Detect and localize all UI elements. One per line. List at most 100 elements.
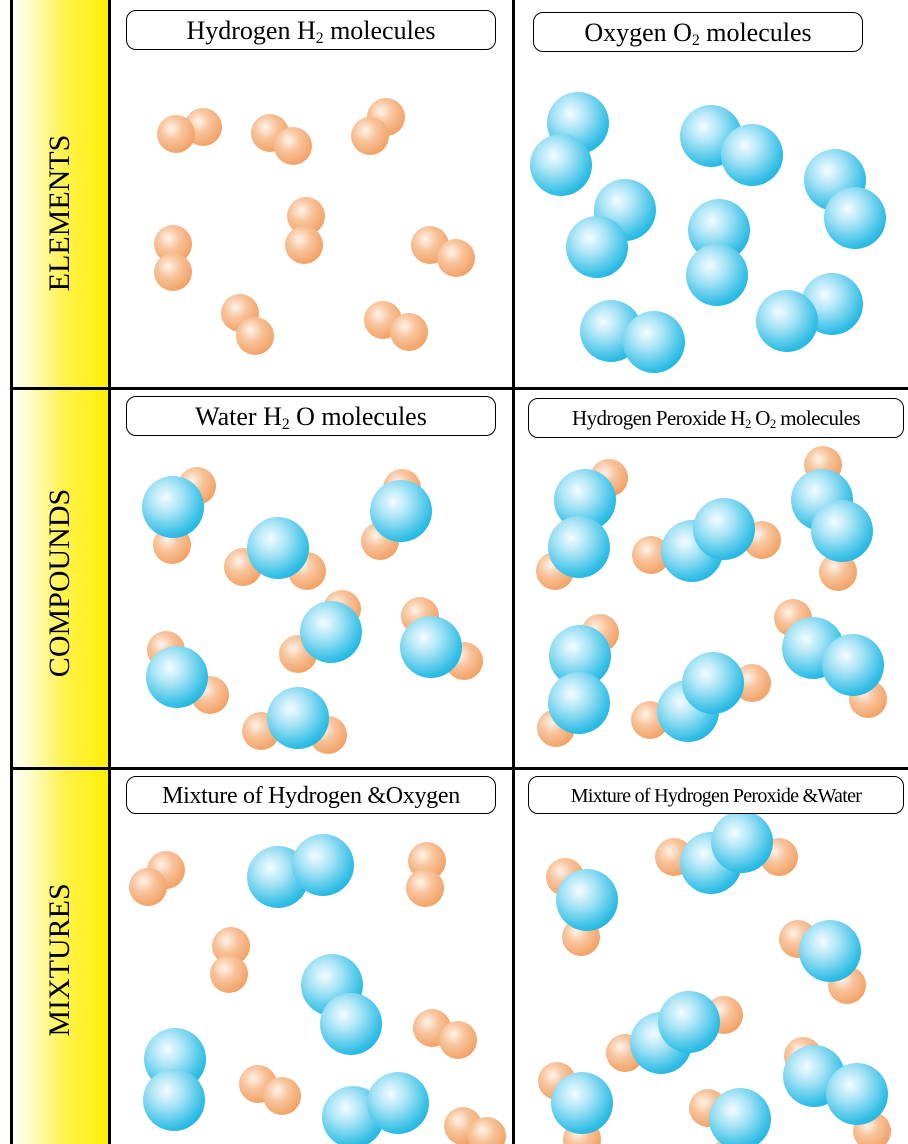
oxygen-atom xyxy=(682,652,744,714)
caption-oxygen-molecules: Oxygen O2 molecules xyxy=(533,12,863,52)
hydrogen-peroxide-molecule xyxy=(631,652,771,742)
oxygen-atom xyxy=(799,920,861,982)
oxygen-molecule xyxy=(301,954,382,1055)
oxygen-atom xyxy=(400,616,462,678)
oxygen-molecule xyxy=(566,179,656,278)
hydrogen-molecule xyxy=(285,197,325,264)
hydrogen-atom xyxy=(408,842,446,880)
grid-line-row-2 xyxy=(10,767,908,770)
hydrogen-molecule xyxy=(406,842,446,907)
caption-oxygen-post: molecules xyxy=(699,18,812,47)
water-molecule xyxy=(400,597,483,680)
caption-water-pre: Water H xyxy=(195,402,282,431)
hydrogen-peroxide-molecule xyxy=(783,1037,891,1144)
hydrogen-peroxide-molecule xyxy=(774,599,887,718)
oxygen-atom xyxy=(548,516,610,578)
hydrogen-molecule xyxy=(351,98,405,155)
oxygen-atom xyxy=(686,244,748,306)
caption-hydrogen-sub: 2 xyxy=(315,29,324,47)
caption-hydrogen-post: molecules xyxy=(323,16,436,45)
hydrogen-molecule xyxy=(239,1065,301,1115)
oxygen-molecule xyxy=(680,105,783,186)
hydrogen-atom xyxy=(437,239,475,277)
caption-peroxide-sub2: 2 xyxy=(769,417,776,432)
oxygen-molecule xyxy=(686,199,750,306)
hydrogen-atom xyxy=(632,536,670,574)
oxygen-molecule xyxy=(322,1072,429,1144)
caption-hydrogen-pre: Hydrogen H xyxy=(186,16,316,45)
oxygen-atom xyxy=(721,124,783,186)
oxygen-atom xyxy=(822,634,884,696)
oxygen-atom xyxy=(756,290,818,352)
hydrogen-peroxide-molecule xyxy=(537,614,619,747)
oxygen-atom xyxy=(824,187,886,249)
oxygen-atom xyxy=(247,517,309,579)
water-molecule xyxy=(224,517,326,590)
hydrogen-atom xyxy=(439,1021,477,1059)
hydrogen-molecule xyxy=(210,927,250,993)
grid-line-label-divider xyxy=(108,0,111,1144)
hydrogen-molecule xyxy=(364,301,428,351)
oxygen-atom xyxy=(623,311,685,373)
hydrogen-molecule xyxy=(411,226,475,277)
oxygen-atom xyxy=(554,469,616,531)
oxygen-molecule xyxy=(756,273,863,352)
oxygen-molecule xyxy=(247,834,354,908)
hydrogen-atom xyxy=(287,197,325,235)
oxygen-atom xyxy=(143,1069,205,1131)
hydrogen-atom xyxy=(390,313,428,351)
hydrogen-atom xyxy=(406,869,444,907)
hydrogen-peroxide-molecule xyxy=(606,991,743,1074)
oxygen-atom xyxy=(146,646,208,708)
oxygen-molecule xyxy=(804,149,886,249)
caption-water-molecules: Water H2 O molecules xyxy=(126,396,496,436)
hydrogen-atom xyxy=(210,955,248,993)
water-molecule xyxy=(146,631,229,714)
hydrogen-atom xyxy=(819,553,857,591)
oxygen-atom xyxy=(142,476,204,538)
caption-peroxide-mid: O xyxy=(750,406,770,430)
caption-water-post: O molecules xyxy=(289,402,427,431)
hydrogen-molecule xyxy=(154,225,192,291)
hydrogen-molecule xyxy=(413,1009,477,1059)
caption-peroxide-post: molecules xyxy=(775,406,860,430)
hydrogen-molecule xyxy=(157,108,222,153)
water-molecule xyxy=(689,1088,771,1144)
caption-mixture-peroxide-water: Mixture of Hydrogen Peroxide &Water xyxy=(528,776,904,814)
oxygen-atom xyxy=(566,216,628,278)
oxygen-molecule xyxy=(530,92,609,196)
oxygen-atom xyxy=(556,869,618,931)
caption-water-sub: 2 xyxy=(281,415,290,433)
caption-peroxide-molecules: Hydrogen Peroxide H2 O2 molecules xyxy=(528,398,904,438)
caption-mixture-peroxide-water-text: Mixture of Hydrogen Peroxide &Water xyxy=(570,785,862,807)
oxygen-atom xyxy=(711,811,773,873)
hydrogen-atom xyxy=(285,226,323,264)
hydrogen-atom xyxy=(154,225,192,263)
hydrogen-atom xyxy=(129,868,167,906)
hydrogen-molecule xyxy=(251,114,312,165)
oxygen-atom xyxy=(370,480,432,542)
hydrogen-molecule xyxy=(221,294,274,355)
oxygen-atom xyxy=(658,991,720,1053)
caption-peroxide-pre: Hydrogen Peroxide H xyxy=(572,406,746,430)
hydrogen-atom xyxy=(212,927,250,965)
oxygen-atom xyxy=(267,687,329,749)
hydrogen-peroxide-molecule xyxy=(632,498,781,582)
hydrogen-peroxide-molecule xyxy=(655,811,798,894)
caption-peroxide-sub: 2 xyxy=(744,417,751,432)
oxygen-molecule xyxy=(143,1028,206,1131)
hydrogen-atom xyxy=(157,115,195,153)
water-molecule xyxy=(242,687,347,754)
water-molecule xyxy=(538,1062,613,1144)
hydrogen-atom xyxy=(236,317,274,355)
caption-mixture-hydrogen-oxygen-text: Mixture of Hydrogen &Oxygen xyxy=(162,783,460,809)
oxygen-molecule xyxy=(580,300,685,373)
water-molecule xyxy=(546,858,618,956)
hydrogen-atom xyxy=(274,127,312,165)
oxygen-atom xyxy=(811,500,873,562)
hydrogen-molecule xyxy=(129,851,185,906)
oxygen-atom xyxy=(548,672,610,734)
oxygen-atom xyxy=(709,1088,771,1144)
